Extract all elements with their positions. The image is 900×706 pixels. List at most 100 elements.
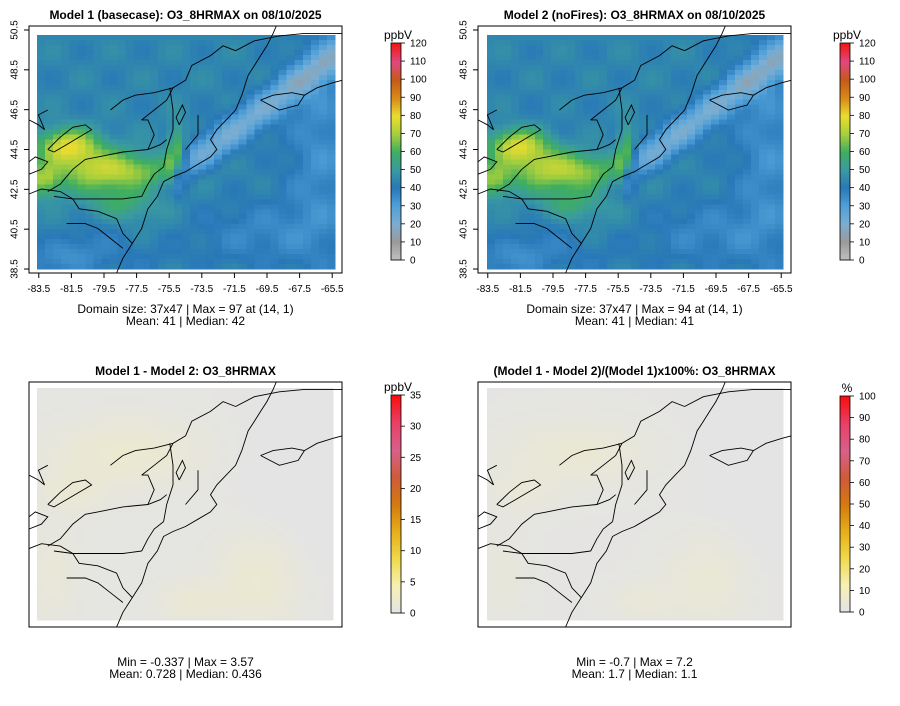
heatmap-cell [679,159,688,166]
heatmap-cell [551,149,560,156]
heatmap-cell [141,526,150,532]
heatmap-cell [141,457,150,463]
heatmap-cell [326,64,336,71]
heatmap-cell [302,264,312,270]
heatmap-cell [125,486,134,493]
heatmap-cell [37,437,46,443]
heatmap-cell [69,466,78,473]
colorbar-swatch [840,131,850,135]
heatmap-cell [205,462,214,468]
heatmap-cell [301,511,310,517]
heatmap-cell [245,392,254,399]
heatmap-cell [301,417,310,424]
heatmap-cell [133,35,143,41]
heatmap-cell [511,54,520,61]
heatmap-cell [37,412,46,419]
heatmap-cell [45,64,54,71]
heatmap-cell [197,442,206,448]
heatmap-cell [671,134,680,141]
heatmap-cell [551,64,560,71]
heatmap-cell [214,179,223,185]
heatmap-cell [767,69,776,76]
heatmap-cell [197,521,206,527]
colorbar-swatch [840,79,850,82]
heatmap-cell [567,219,576,225]
heatmap-cell [238,35,247,41]
heatmap-cell [294,214,304,220]
heatmap-cell [775,109,784,116]
heatmap-cell [599,174,608,180]
heatmap-cell [310,184,320,190]
heatmap-cell [671,114,680,121]
heatmap-cell [37,84,46,91]
heatmap-cell [101,179,111,185]
heatmap-cell [214,104,223,111]
heatmap-cell [591,189,600,195]
heatmap-cell [165,476,174,483]
heatmap-cell [519,114,528,121]
heatmap-cell [591,64,600,71]
heatmap-cell [117,442,126,448]
heatmap-cell [125,209,135,215]
heatmap-cell [631,39,640,46]
heatmap-cell [77,84,86,91]
heatmap-cell [205,521,214,527]
heatmap-cell [511,84,520,91]
heatmap-cell [93,199,103,205]
heatmap-cell [221,442,230,448]
heatmap-cell [262,35,272,41]
heatmap-cell [599,44,608,51]
heatmap-cell [101,79,111,86]
heatmap-cell [61,144,70,151]
heatmap-cell [286,99,296,106]
heatmap-cell [495,54,504,61]
heatmap-cell [93,94,103,101]
heatmap-cell [310,194,320,200]
heatmap-cell [607,44,616,51]
heatmap-cell [189,447,198,453]
heatmap-cell [607,209,616,215]
heatmap-cell [727,69,736,76]
heatmap-cell [157,432,166,438]
heatmap-cell [775,244,784,250]
heatmap-cell [69,496,78,503]
heatmap-cell [703,264,712,270]
heatmap-cell [165,229,175,235]
heatmap-cell [133,219,143,225]
heatmap-cell [647,169,656,176]
heatmap-cell [727,154,736,161]
heatmap-cell [45,427,54,434]
heatmap-cell [270,159,280,166]
heatmap-cell [125,44,135,51]
x-tick-label: -71.5 [223,284,246,295]
heatmap-cell [101,114,111,121]
heatmap-cell [623,169,632,176]
heatmap-cell [767,109,776,116]
heatmap-cell [309,432,318,438]
heatmap-cell [117,159,127,166]
heatmap-cell [511,204,520,210]
heatmap-cell [599,169,608,176]
heatmap-cell [663,164,672,171]
heatmap-cell [503,114,512,121]
heatmap-cell [647,79,656,86]
heatmap-cell [77,144,86,151]
heatmap-cell [45,199,54,205]
heatmap-cell [77,392,86,399]
heatmap-cell [261,402,270,409]
heatmap-cell [165,397,174,404]
heatmap-cell [181,54,191,61]
heatmap-cell [511,144,520,151]
heatmap-cell [301,516,310,522]
heatmap-cell [165,427,174,434]
heatmap-cell [310,99,320,106]
heatmap-cell [270,129,280,136]
heatmap-cell [559,169,568,176]
heatmap-cell [125,402,134,409]
heatmap-cell [543,59,552,66]
colorbar-swatch [391,193,401,196]
heatmap-cell [69,447,78,453]
heatmap-cell [125,199,135,205]
heatmap-cell [743,164,752,171]
heatmap-cell [286,174,296,180]
